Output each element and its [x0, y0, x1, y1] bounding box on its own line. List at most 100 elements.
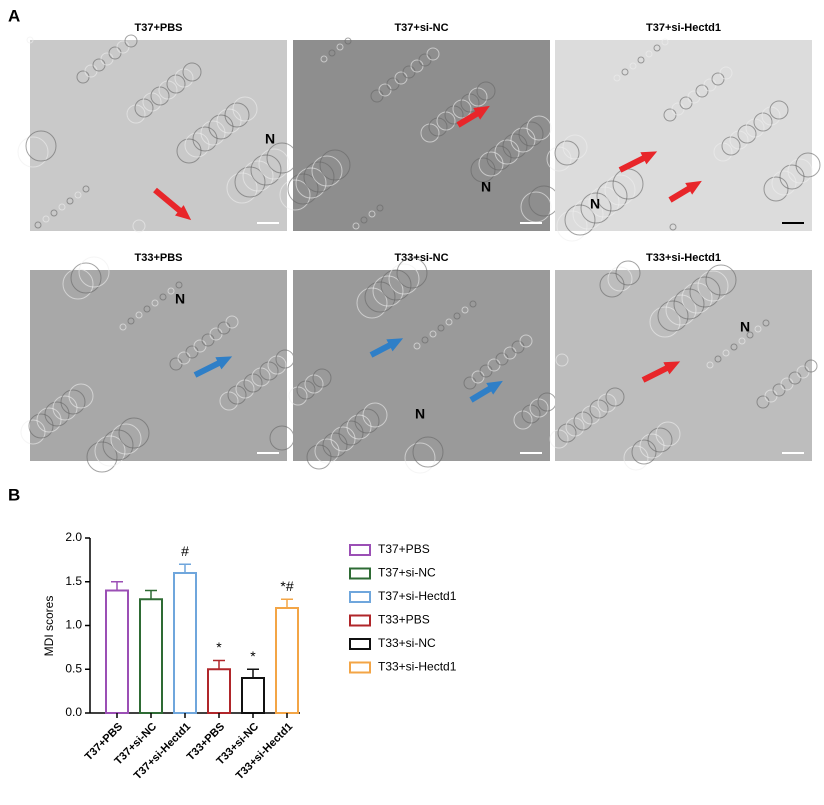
- image-title: T37+si-NC: [394, 22, 448, 34]
- texture: [328, 49, 336, 57]
- texture: [730, 343, 738, 351]
- texture: [314, 438, 340, 464]
- texture: [706, 361, 714, 369]
- texture: [312, 368, 332, 388]
- texture: [66, 197, 74, 205]
- texture: [461, 306, 469, 314]
- texture: [518, 121, 544, 147]
- texture: [445, 318, 453, 326]
- texture: [360, 216, 368, 224]
- texture: [151, 299, 159, 307]
- texture: [336, 43, 344, 51]
- texture: [216, 108, 242, 134]
- significance-mark: #: [181, 543, 189, 559]
- texture: [368, 210, 376, 218]
- texture: [604, 174, 636, 206]
- texture: [613, 74, 621, 82]
- texture: [681, 282, 713, 314]
- texture: [476, 81, 496, 101]
- texture: [763, 176, 789, 202]
- texture: [510, 127, 536, 153]
- texture: [28, 413, 54, 439]
- y-tick-label: 0.5: [65, 661, 82, 675]
- texture: [184, 132, 210, 158]
- texture: [486, 145, 512, 171]
- texture: [437, 324, 445, 332]
- texture: [250, 154, 282, 186]
- texture: [629, 62, 637, 70]
- texture: [338, 420, 364, 446]
- texture: [697, 270, 729, 302]
- nucleus-label: N: [175, 291, 185, 307]
- texture: [673, 288, 705, 320]
- texture: [234, 166, 266, 198]
- texture: [44, 401, 70, 427]
- legend-label: T33+si-Hectd1: [378, 660, 457, 674]
- texture: [175, 281, 183, 289]
- texture: [665, 294, 697, 326]
- texture: [225, 315, 239, 329]
- texture: [546, 146, 572, 172]
- texture: [596, 180, 628, 212]
- texture: [127, 317, 135, 325]
- texture: [224, 102, 250, 128]
- texture: [74, 191, 82, 199]
- texture: [631, 439, 657, 465]
- texture: [647, 427, 673, 453]
- image-title: T33+PBS: [135, 252, 183, 264]
- texture: [426, 47, 440, 61]
- nucleus-label: N: [590, 196, 600, 212]
- texture: [412, 436, 444, 468]
- texture: [132, 219, 146, 233]
- texture: [705, 264, 737, 296]
- texture: [762, 319, 770, 327]
- image-title: T37+si-Hectd1: [646, 22, 721, 34]
- texture: [68, 383, 94, 409]
- arrow-head: [215, 356, 233, 370]
- texture: [319, 149, 351, 181]
- texture: [795, 152, 821, 178]
- texture: [208, 114, 234, 140]
- texture: [306, 444, 332, 470]
- texture: [769, 100, 789, 120]
- texture: [60, 389, 86, 415]
- micrograph: [293, 270, 550, 461]
- texture: [362, 402, 388, 428]
- texture: [519, 334, 533, 348]
- legend-swatch: [349, 638, 371, 650]
- texture: [771, 170, 797, 196]
- texture: [376, 204, 384, 212]
- texture: [124, 34, 138, 48]
- texture: [176, 138, 202, 164]
- texture: [453, 312, 461, 320]
- texture: [469, 300, 477, 308]
- panel-label: B: [8, 485, 20, 504]
- y-tick-label: 1.5: [65, 574, 82, 588]
- arrow-head: [640, 151, 658, 165]
- image-title: T37+PBS: [135, 22, 183, 34]
- texture: [200, 120, 226, 146]
- texture: [599, 272, 625, 298]
- texture: [380, 269, 412, 301]
- arrow-head: [486, 380, 503, 395]
- texture: [649, 306, 681, 338]
- texture: [135, 311, 143, 319]
- texture: [192, 126, 218, 152]
- texture: [232, 96, 258, 122]
- texture: [689, 276, 721, 308]
- texture: [356, 287, 388, 319]
- texture: [322, 432, 348, 458]
- bar: [275, 607, 299, 714]
- bar: [105, 589, 129, 714]
- legend-label: T37+si-NC: [378, 566, 436, 580]
- texture: [352, 222, 360, 230]
- texture: [653, 44, 661, 52]
- texture: [556, 210, 588, 242]
- image-title: T33+si-NC: [394, 252, 448, 264]
- texture: [388, 263, 420, 295]
- texture: [554, 140, 580, 166]
- legend-label: T37+PBS: [378, 542, 430, 556]
- texture: [102, 429, 134, 461]
- texture: [167, 287, 175, 295]
